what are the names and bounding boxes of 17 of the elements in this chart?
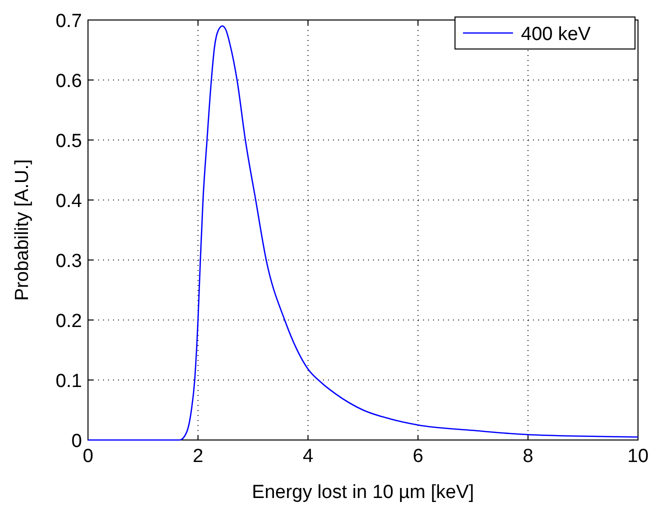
y-tick-label: 0.1 [56, 371, 82, 392]
line-series [87, 25, 639, 441]
x-axis-title: Energy lost in 10 µm [keV] [252, 482, 474, 503]
y-tick-label: 0.3 [56, 251, 82, 272]
y-tick-label: 0.5 [56, 131, 82, 152]
x-tick-label: 2 [192, 446, 204, 467]
x-tick-label: 4 [302, 446, 314, 467]
x-tick-label: 6 [412, 446, 424, 467]
x-tick-label: 8 [522, 446, 534, 467]
y-tick-label: 0 [71, 431, 82, 452]
y-tick-label: 0.7 [56, 11, 82, 32]
y-tick-label: 0.2 [56, 311, 82, 332]
x-tick-label: 10 [627, 446, 649, 467]
y-tick-label: 0.4 [56, 191, 82, 212]
legend-label: 400 keV [521, 24, 592, 45]
y-axis-title: Probability [A.U.] [12, 159, 33, 301]
y-tick-label: 0.6 [56, 71, 82, 92]
